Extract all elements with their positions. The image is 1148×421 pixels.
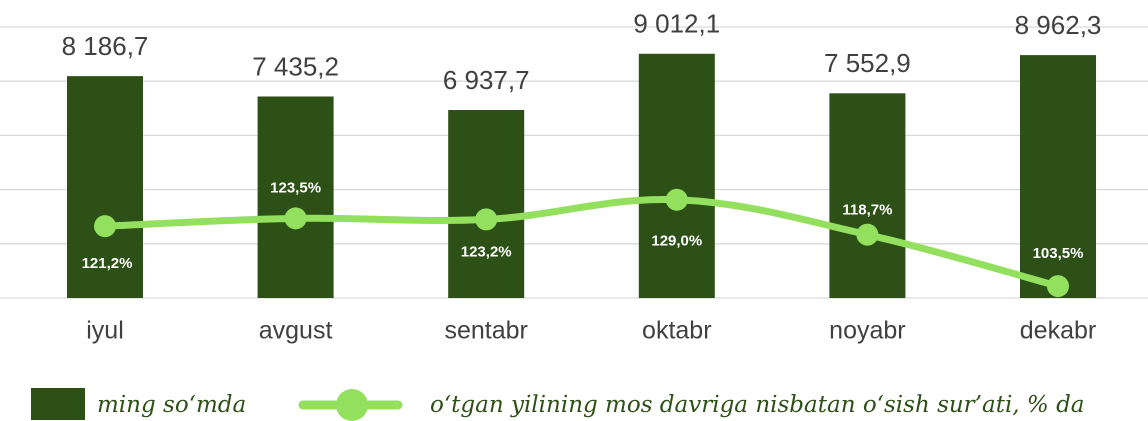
value-label: 6 937,7	[443, 65, 530, 95]
line-label: 129,0%	[651, 233, 702, 250]
value-label: 7 552,9	[824, 48, 911, 78]
value-label: 8 962,3	[1015, 10, 1102, 40]
legend-label: o‘tgan yilining mos davriga nisbatan o‘s…	[430, 392, 1085, 418]
x-tick-label: dekabr	[1020, 317, 1096, 345]
line-point	[1047, 275, 1069, 298]
x-tick-label: avgust	[259, 317, 333, 345]
line-point	[475, 208, 498, 231]
legend-swatch	[336, 389, 368, 421]
bar	[448, 109, 525, 298]
bar	[638, 53, 715, 298]
bar	[1020, 55, 1096, 298]
x-tick-label: oktabr	[642, 317, 711, 345]
value-label: 7 435,2	[252, 51, 339, 81]
x-tick-label: sentabr	[445, 317, 528, 345]
line-label: 123,2%	[461, 243, 512, 260]
line-point	[284, 207, 307, 230]
legend-swatch	[31, 388, 85, 420]
line-label: 103,5%	[1033, 245, 1084, 262]
line	[101, 195, 1062, 290]
line-label: 121,2%	[82, 255, 133, 272]
bar	[829, 93, 906, 298]
value-label: 8 186,7	[62, 31, 149, 61]
line-point	[665, 188, 688, 211]
value-label: 9 012,1	[633, 9, 720, 39]
line-point	[856, 223, 879, 246]
x-tick-label: iyul	[86, 317, 124, 345]
line-point	[94, 215, 116, 238]
bar	[257, 96, 334, 299]
line-label: 118,7%	[842, 202, 892, 219]
legend-label: ming so‘mda	[97, 392, 246, 418]
x-tick-label: noyabr	[829, 317, 905, 345]
line-label: 123,5%	[270, 179, 321, 196]
bar	[67, 76, 143, 298]
